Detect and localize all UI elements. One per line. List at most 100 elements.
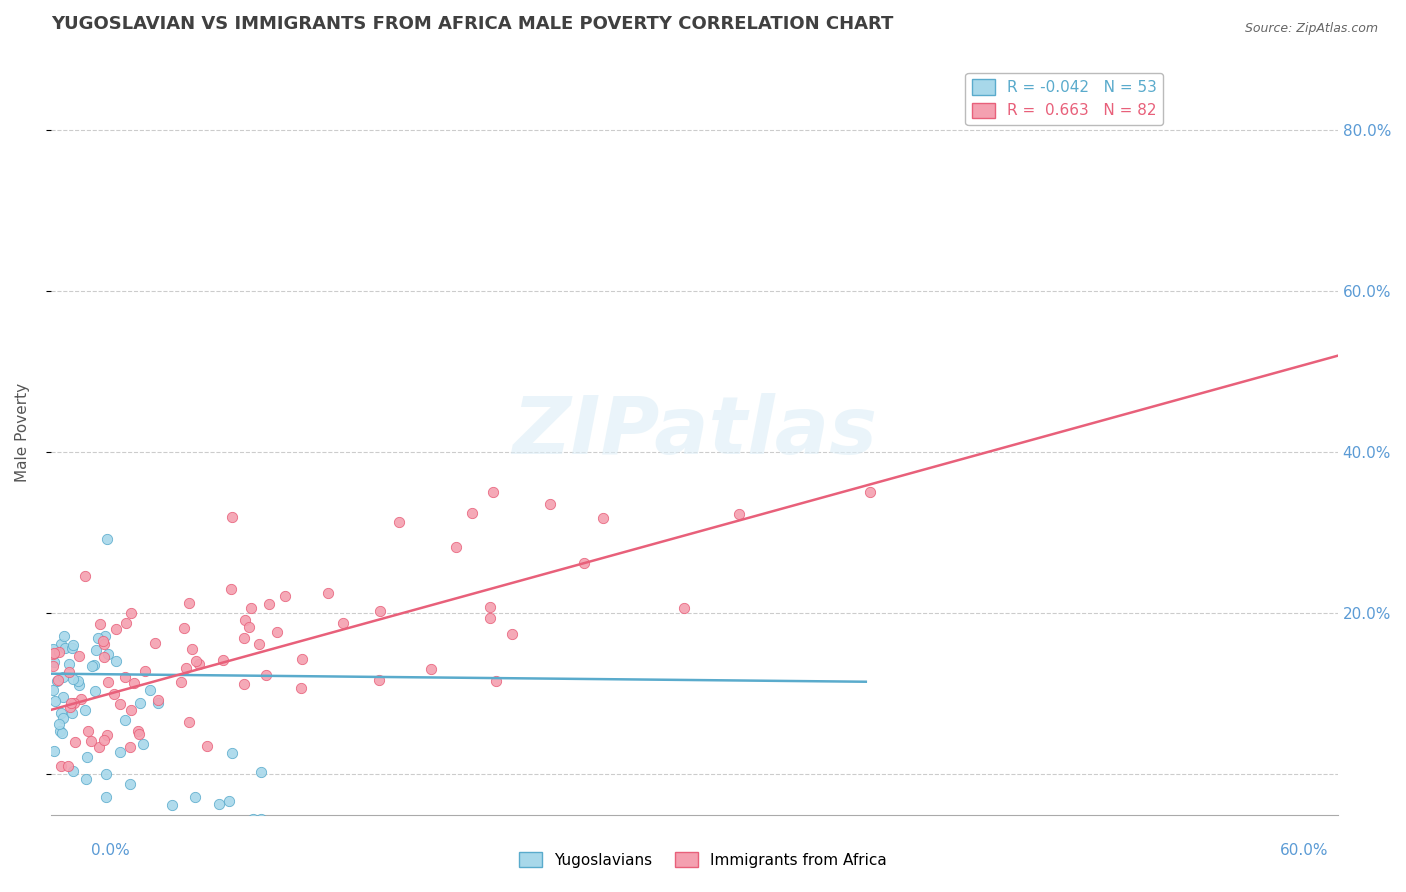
Point bbox=[195, 739, 218, 753]
Point bbox=[538, 496, 561, 510]
Point bbox=[53, 629, 76, 643]
Point bbox=[42, 648, 65, 662]
Point bbox=[63, 696, 86, 710]
Text: YUGOSLAVIAN VS IMMIGRANTS FROM AFRICA MALE POVERTY CORRELATION CHART: YUGOSLAVIAN VS IMMIGRANTS FROM AFRICA MA… bbox=[51, 15, 893, 33]
Point bbox=[49, 723, 72, 738]
Point bbox=[52, 711, 75, 725]
Point bbox=[89, 739, 111, 754]
Text: ZIPatlas: ZIPatlas bbox=[512, 393, 877, 471]
Point bbox=[186, 654, 208, 668]
Point bbox=[208, 797, 231, 811]
Point bbox=[60, 697, 83, 711]
Point bbox=[122, 676, 145, 690]
Point bbox=[728, 507, 751, 521]
Point bbox=[290, 681, 312, 696]
Point bbox=[93, 649, 115, 664]
Point bbox=[93, 637, 115, 651]
Point bbox=[221, 746, 243, 760]
Point bbox=[51, 726, 73, 740]
Point bbox=[62, 638, 84, 652]
Point bbox=[485, 674, 508, 689]
Point bbox=[42, 655, 65, 669]
Point bbox=[249, 812, 271, 826]
Point bbox=[94, 767, 117, 781]
Point bbox=[148, 692, 170, 706]
Point bbox=[368, 604, 391, 618]
Point bbox=[60, 640, 83, 655]
Point bbox=[160, 797, 183, 812]
Point bbox=[174, 661, 197, 675]
Point bbox=[96, 728, 118, 742]
Text: 0.0%: 0.0% bbox=[91, 843, 131, 858]
Point bbox=[89, 617, 111, 632]
Point bbox=[114, 713, 136, 727]
Point bbox=[233, 677, 256, 691]
Point bbox=[60, 706, 83, 720]
Point bbox=[44, 694, 66, 708]
Point bbox=[179, 715, 201, 730]
Point bbox=[48, 645, 70, 659]
Point bbox=[233, 631, 256, 645]
Point bbox=[291, 652, 314, 666]
Point bbox=[188, 657, 211, 672]
Point bbox=[219, 582, 242, 597]
Point bbox=[53, 640, 76, 655]
Point bbox=[42, 659, 65, 673]
Point bbox=[67, 673, 90, 688]
Point bbox=[58, 657, 80, 671]
Point bbox=[173, 621, 195, 635]
Point bbox=[91, 633, 114, 648]
Point bbox=[49, 759, 72, 773]
Point bbox=[49, 706, 72, 720]
Point bbox=[218, 794, 240, 808]
Point bbox=[274, 590, 297, 604]
Point bbox=[93, 629, 115, 643]
Point bbox=[184, 789, 207, 804]
Point bbox=[46, 673, 69, 687]
Point bbox=[114, 670, 136, 684]
Point bbox=[79, 734, 101, 748]
Point bbox=[221, 510, 243, 524]
Point bbox=[49, 637, 72, 651]
Point bbox=[83, 658, 105, 673]
Point bbox=[139, 682, 162, 697]
Point bbox=[108, 745, 131, 759]
Point bbox=[97, 675, 120, 690]
Point bbox=[73, 703, 96, 717]
Point bbox=[388, 516, 411, 530]
Point bbox=[67, 678, 90, 692]
Point bbox=[420, 662, 443, 676]
Point bbox=[242, 812, 264, 826]
Point bbox=[266, 624, 288, 639]
Point bbox=[129, 696, 152, 710]
Point bbox=[103, 688, 125, 702]
Point bbox=[238, 620, 260, 634]
Point bbox=[115, 615, 138, 630]
Point bbox=[127, 724, 149, 739]
Point bbox=[481, 485, 503, 500]
Point bbox=[132, 737, 155, 751]
Point bbox=[254, 667, 277, 681]
Point bbox=[259, 598, 281, 612]
Point bbox=[75, 772, 97, 787]
Legend: Yugoslavians, Immigrants from Africa: Yugoslavians, Immigrants from Africa bbox=[513, 846, 893, 873]
Point bbox=[76, 749, 98, 764]
Point bbox=[239, 600, 262, 615]
Point bbox=[87, 631, 110, 645]
Point bbox=[59, 699, 82, 714]
Point bbox=[572, 556, 595, 570]
Point bbox=[76, 724, 98, 739]
Point bbox=[80, 659, 103, 673]
Point bbox=[444, 540, 467, 554]
Point bbox=[67, 649, 90, 664]
Point bbox=[146, 696, 169, 710]
Point bbox=[120, 606, 142, 620]
Point bbox=[73, 568, 96, 582]
Point bbox=[592, 511, 614, 525]
Point bbox=[62, 764, 84, 779]
Point bbox=[42, 646, 65, 660]
Legend: R = -0.042   N = 53, R =  0.663   N = 82: R = -0.042 N = 53, R = 0.663 N = 82 bbox=[966, 73, 1163, 125]
Point bbox=[316, 586, 339, 600]
Point bbox=[58, 665, 80, 679]
Text: 60.0%: 60.0% bbox=[1281, 843, 1329, 858]
